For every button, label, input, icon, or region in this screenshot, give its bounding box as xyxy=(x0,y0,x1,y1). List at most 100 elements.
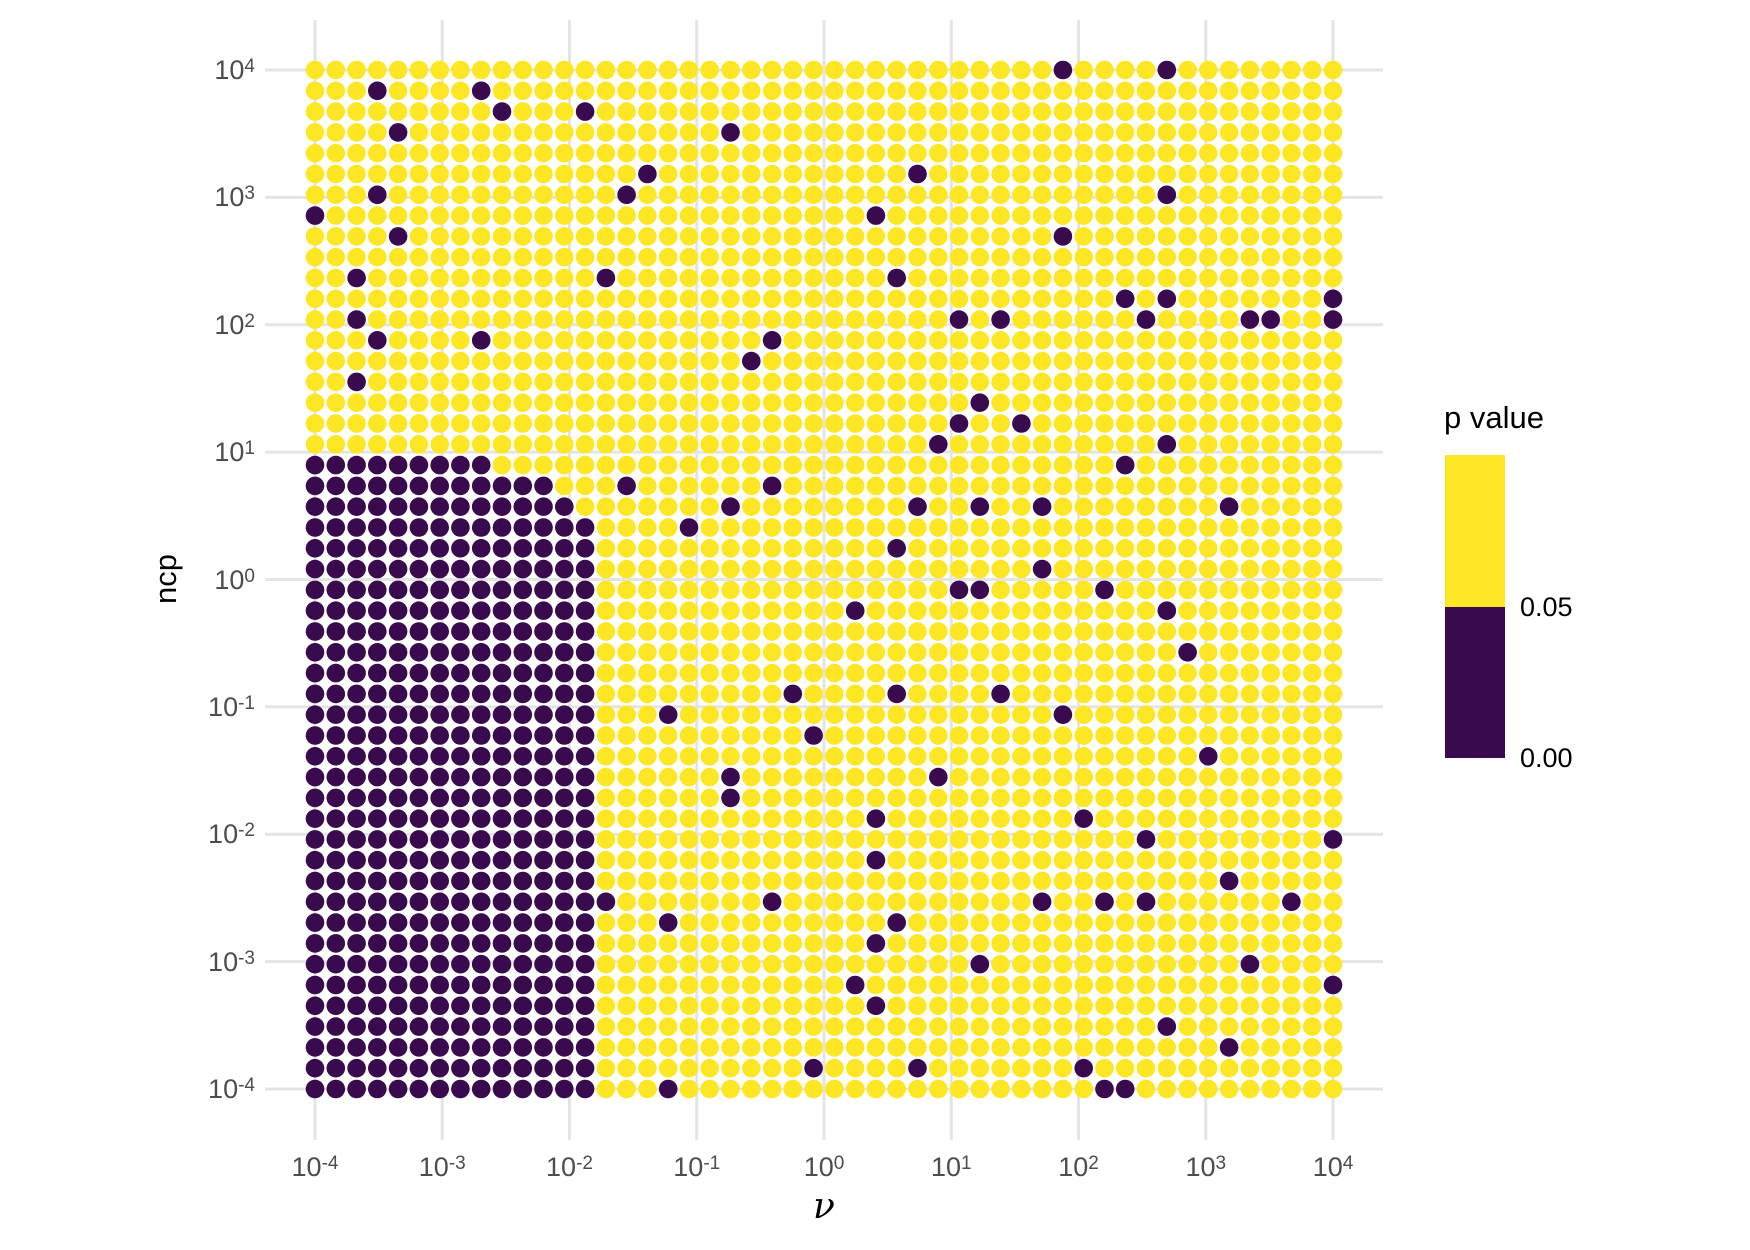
data-point xyxy=(326,372,346,392)
data-point xyxy=(1074,227,1093,246)
data-point xyxy=(700,1058,719,1078)
data-point xyxy=(887,684,906,704)
data-point xyxy=(1323,497,1343,516)
data-point xyxy=(1095,975,1114,995)
data-point xyxy=(596,726,616,745)
data-point xyxy=(305,164,325,184)
data-point xyxy=(492,351,512,371)
data-point xyxy=(949,934,969,953)
data-point xyxy=(658,788,678,808)
data-point xyxy=(305,1079,325,1099)
data-point xyxy=(825,830,844,849)
data-point xyxy=(1261,1058,1280,1078)
data-point xyxy=(908,1038,927,1057)
data-point xyxy=(1261,1038,1280,1057)
tick-exponent: 0 xyxy=(833,1153,845,1174)
data-point xyxy=(721,414,740,433)
data-point xyxy=(949,476,969,496)
data-point xyxy=(430,497,449,516)
data-point xyxy=(409,289,429,309)
tick-mantissa: 10 xyxy=(546,1152,577,1182)
data-point xyxy=(929,892,948,912)
data-point xyxy=(1053,913,1073,932)
data-point xyxy=(700,123,719,142)
data-point xyxy=(555,830,574,849)
data-point xyxy=(388,123,408,142)
data-point xyxy=(1032,705,1052,724)
tick-mantissa: 10 xyxy=(291,1152,322,1182)
data-point xyxy=(845,143,865,163)
data-point xyxy=(305,663,325,683)
data-point xyxy=(617,393,636,413)
data-point xyxy=(1302,934,1322,953)
data-point xyxy=(638,580,657,600)
data-point xyxy=(1012,289,1031,309)
data-point xyxy=(887,975,906,995)
data-point xyxy=(700,726,719,745)
data-point xyxy=(1282,227,1301,246)
data-point xyxy=(305,892,325,912)
data-point xyxy=(368,934,387,953)
data-point xyxy=(1115,476,1135,496)
data-point xyxy=(742,476,761,496)
data-point xyxy=(908,247,927,267)
data-point xyxy=(534,913,553,932)
data-point xyxy=(929,830,948,849)
data-point xyxy=(638,164,657,184)
data-point xyxy=(492,1058,512,1078)
data-point xyxy=(492,663,512,683)
data-point xyxy=(1032,414,1052,433)
data-point xyxy=(1240,954,1260,974)
data-point xyxy=(1219,913,1239,932)
data-point xyxy=(908,913,927,932)
data-point xyxy=(1095,1058,1114,1078)
data-point xyxy=(471,871,491,891)
data-point xyxy=(1136,393,1156,413)
data-point xyxy=(658,455,678,475)
data-point xyxy=(326,913,346,932)
data-point xyxy=(1136,539,1156,558)
tick-mantissa: 10 xyxy=(214,182,245,213)
data-point xyxy=(1199,892,1218,912)
data-point xyxy=(368,247,387,267)
data-point xyxy=(721,227,740,246)
data-point xyxy=(783,476,803,496)
data-point xyxy=(326,476,346,496)
data-point xyxy=(409,268,429,288)
data-point xyxy=(555,871,574,891)
data-point xyxy=(1136,830,1156,849)
data-point xyxy=(1053,393,1073,413)
data-point xyxy=(638,934,657,953)
data-point xyxy=(1095,247,1114,267)
data-point xyxy=(845,1017,865,1036)
data-point xyxy=(1157,414,1177,433)
data-point xyxy=(721,975,740,995)
data-point xyxy=(866,143,886,163)
data-point xyxy=(1053,351,1073,371)
data-point xyxy=(1095,310,1114,329)
data-point xyxy=(1282,102,1301,121)
data-point xyxy=(1136,663,1156,683)
data-point xyxy=(1053,663,1073,683)
data-point xyxy=(825,1058,844,1078)
data-point xyxy=(762,206,782,225)
data-point xyxy=(368,372,387,392)
legend-colorbar xyxy=(1445,455,1505,758)
legend-segment-below-threshold xyxy=(1445,607,1505,758)
data-point xyxy=(575,289,595,309)
data-point xyxy=(596,580,616,600)
data-point xyxy=(1323,850,1343,870)
data-point xyxy=(804,289,823,309)
data-point xyxy=(1302,809,1322,828)
data-point xyxy=(1053,809,1073,828)
data-point xyxy=(866,559,886,579)
data-point xyxy=(534,310,553,329)
data-point xyxy=(1302,913,1322,932)
data-point xyxy=(492,455,512,475)
data-point xyxy=(617,643,636,662)
data-point xyxy=(1095,435,1114,454)
data-point xyxy=(1095,289,1114,309)
data-point xyxy=(1115,247,1135,267)
data-point xyxy=(617,559,636,579)
data-point xyxy=(596,996,616,1016)
